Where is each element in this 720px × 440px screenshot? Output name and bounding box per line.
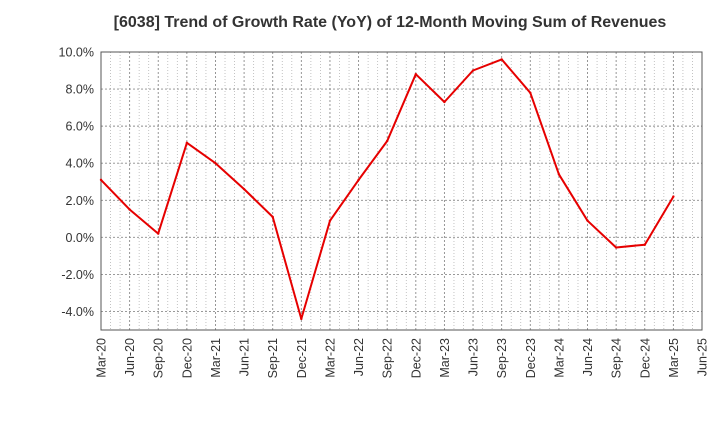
data-point <box>614 246 618 249</box>
series-layer <box>99 58 675 321</box>
y-tick-label: -2.0% <box>61 268 94 282</box>
y-tick-label: 0.0% <box>66 231 95 245</box>
x-tick-label: Jun-21 <box>238 338 252 376</box>
data-point <box>529 91 532 94</box>
x-tick-label: Dec-20 <box>180 338 194 378</box>
x-tick-label: Jun-24 <box>581 338 595 376</box>
x-tick-label: Dec-23 <box>524 338 538 378</box>
data-point <box>385 139 389 143</box>
grid-layer <box>101 52 702 330</box>
data-point <box>471 69 475 72</box>
x-tick-label: Mar-20 <box>95 338 109 378</box>
x-tick-label: Sep-20 <box>152 338 166 378</box>
data-point <box>328 219 332 222</box>
x-tick-label: Sep-21 <box>266 338 280 378</box>
data-point <box>414 73 418 76</box>
x-tick-label: Mar-25 <box>667 338 681 378</box>
x-tick-label: Mar-21 <box>209 338 223 378</box>
data-point <box>586 219 589 222</box>
data-point <box>214 162 217 165</box>
y-tick-label: 10.0% <box>59 46 94 60</box>
y-tick-label: 6.0% <box>66 120 95 134</box>
x-tick-label: Dec-24 <box>638 338 652 378</box>
data-point <box>128 208 131 211</box>
y-tick-label: -4.0% <box>61 305 94 319</box>
x-tick-label: Jun-22 <box>352 338 366 376</box>
x-tick-label: Sep-23 <box>495 338 509 378</box>
y-tick-label: 2.0% <box>66 194 95 208</box>
data-point <box>443 100 446 104</box>
x-tick-label: Jun-25 <box>696 338 710 376</box>
data-point <box>185 141 189 145</box>
data-point <box>157 232 160 235</box>
axis-layer: 10.0% 8.0% 6.0% 4.0% 2.0% 0.0% -2.0% -4.0% Mar-2… <box>59 46 710 379</box>
x-tick-label: Dec-22 <box>409 338 423 378</box>
x-tick-label: Mar-24 <box>552 338 566 378</box>
x-tick-label: Jun-23 <box>467 338 481 376</box>
data-point <box>99 178 103 182</box>
x-tick-label: Sep-22 <box>381 338 395 378</box>
data-point <box>242 187 246 191</box>
data-point <box>357 178 360 182</box>
chart-title: [6038] Trend of Growth Rate (YoY) of 12-… <box>113 14 667 31</box>
data-point <box>300 317 303 321</box>
x-tick-label: Mar-22 <box>323 338 337 378</box>
plot-area <box>101 52 702 330</box>
data-point <box>557 173 561 176</box>
x-tick-label: Jun-20 <box>123 338 137 376</box>
x-tick-label: Mar-23 <box>438 338 452 378</box>
plot-frame <box>100 51 703 331</box>
data-point <box>271 215 274 219</box>
data-point <box>643 243 646 246</box>
data-point <box>500 58 503 61</box>
x-tick-label: Dec-21 <box>295 338 309 378</box>
x-tick-label: Sep-24 <box>610 338 624 378</box>
y-tick-label: 8.0% <box>66 83 95 97</box>
y-tick-label: 4.0% <box>66 157 95 171</box>
data-point <box>672 195 675 198</box>
